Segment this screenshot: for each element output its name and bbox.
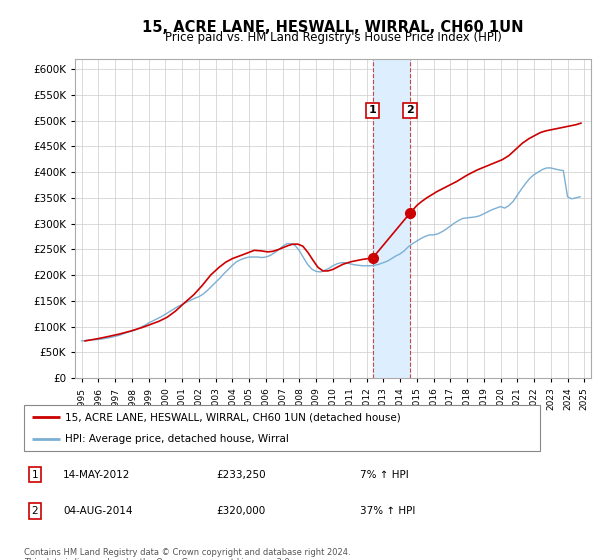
- Bar: [373, 59, 410, 378]
- Text: Price paid vs. HM Land Registry's House Price Index (HPI): Price paid vs. HM Land Registry's House …: [164, 31, 502, 44]
- Text: HPI: Average price, detached house, Wirral: HPI: Average price, detached house, Wirr…: [65, 435, 289, 444]
- Text: 14-MAY-2012: 14-MAY-2012: [63, 470, 130, 479]
- Text: 04-AUG-2014: 04-AUG-2014: [63, 506, 133, 516]
- Text: £320,000: £320,000: [216, 506, 265, 516]
- Text: 15, ACRE LANE, HESWALL, WIRRAL, CH60 1UN: 15, ACRE LANE, HESWALL, WIRRAL, CH60 1UN: [142, 20, 524, 35]
- Text: 7% ↑ HPI: 7% ↑ HPI: [360, 470, 409, 479]
- Text: £233,250: £233,250: [216, 470, 266, 479]
- Text: 2: 2: [406, 105, 414, 115]
- Text: Contains HM Land Registry data © Crown copyright and database right 2024.
This d: Contains HM Land Registry data © Crown c…: [24, 548, 350, 560]
- Text: 2: 2: [31, 506, 38, 516]
- Text: 1: 1: [369, 105, 377, 115]
- Text: 37% ↑ HPI: 37% ↑ HPI: [360, 506, 415, 516]
- Text: 15, ACRE LANE, HESWALL, WIRRAL, CH60 1UN (detached house): 15, ACRE LANE, HESWALL, WIRRAL, CH60 1UN…: [65, 412, 401, 422]
- Text: 1: 1: [31, 470, 38, 479]
